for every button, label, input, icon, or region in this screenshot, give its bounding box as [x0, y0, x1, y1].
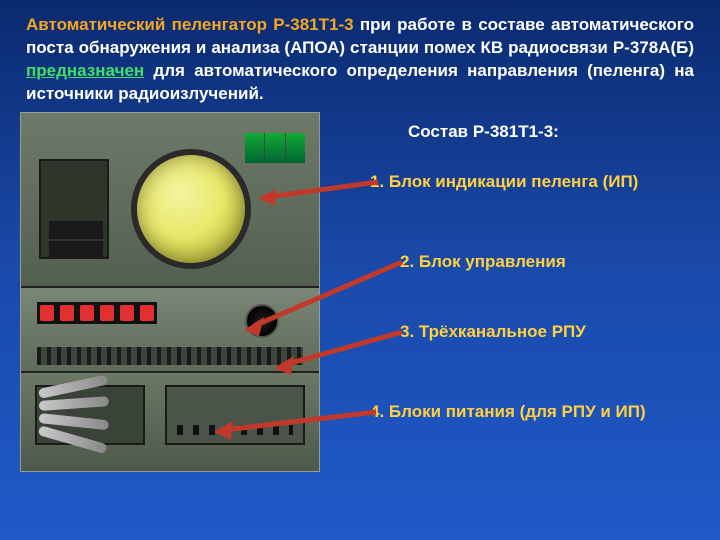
highlight-purpose-word: предназначен [26, 61, 144, 80]
intro-paragraph: Автоматический пеленгатор Р-381Т1-3 при … [0, 0, 720, 112]
cable-bundle [39, 387, 139, 437]
content-area: Состав Р-381Т1-3: 1. Блок индикации пеле… [0, 112, 720, 512]
rack-mid-unit [21, 288, 319, 373]
led-strip [37, 302, 157, 324]
highlight-device-name: Автоматический пеленгатор Р-381Т1-3 [26, 15, 354, 34]
side-panel [39, 159, 109, 259]
rack-top-unit [21, 113, 319, 288]
crt-display [131, 149, 251, 269]
list-item-2: 2. Блок управления [400, 252, 566, 272]
vent-slits [37, 347, 303, 365]
equipment-photo [20, 112, 320, 472]
list-item-4: 4. Блоки питания (для РПУ и ИП) [370, 402, 646, 422]
psu-right [165, 385, 305, 445]
list-item-3: 3. Трёхканальное РПУ [400, 322, 586, 342]
list-item-1: 1. Блок индикации пеленга (ИП) [370, 172, 638, 192]
control-knob [245, 304, 279, 338]
rack-bottom-unit [21, 373, 319, 471]
toggle-switches [245, 133, 305, 163]
composition-subtitle: Состав Р-381Т1-3: [408, 122, 559, 142]
